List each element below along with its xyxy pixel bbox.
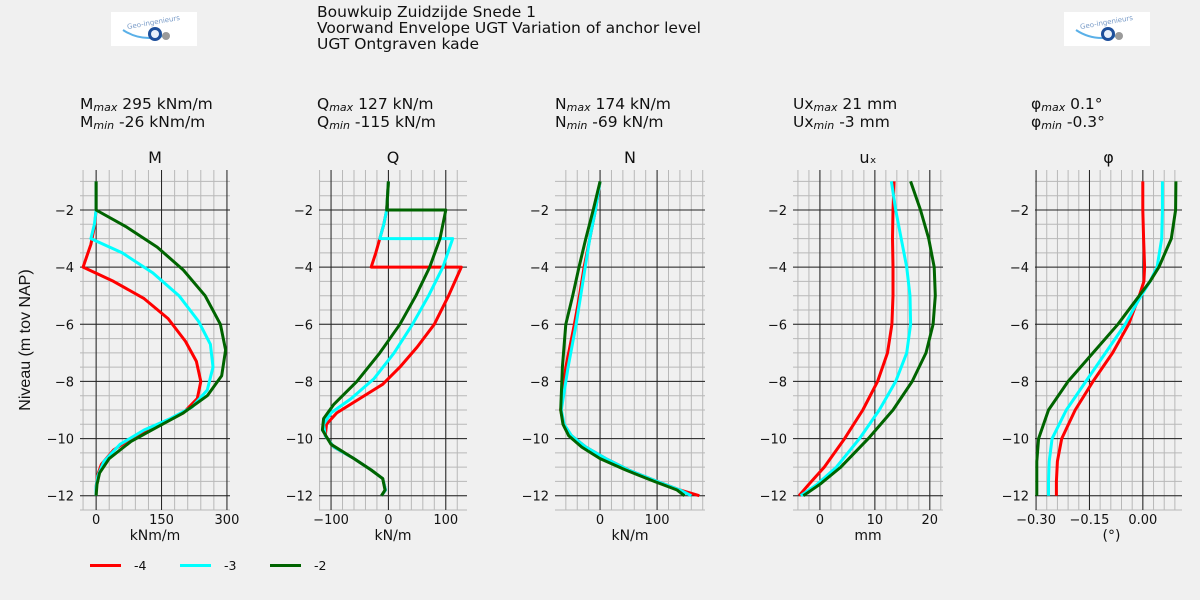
x-axis-label: mm: [854, 528, 881, 544]
y-tick-label: −8: [768, 375, 787, 390]
stats-q: Qmax 127 kN/m Qmin -115 kN/m: [317, 95, 436, 132]
y-tick-label: −2: [1010, 204, 1029, 219]
y-tick-label: −4: [55, 261, 74, 276]
title-line: UGT Ontgraven kade: [317, 35, 480, 53]
stats-m: Mmax 295 kNm/m Mmin -26 kNm/m: [80, 95, 213, 132]
legend-swatch: [180, 564, 211, 567]
series-line--4: [797, 181, 896, 497]
chart-title: φ: [1103, 148, 1114, 167]
y-tick-label: −12: [522, 490, 549, 505]
series-line--3: [1047, 181, 1164, 496]
y-tick-label: −8: [530, 375, 549, 390]
y-tick-label: −8: [294, 375, 313, 390]
x-tick-label: −0.15: [1070, 513, 1110, 528]
series-line--2: [802, 180, 937, 497]
legend-swatch: [270, 564, 301, 567]
stats-ux: Uxmax 21 mm Uxmin -3 mm: [793, 95, 898, 132]
logo-globe-icon: Geo-ingenieurs: [122, 14, 181, 41]
y-tick-label: −12: [760, 490, 787, 505]
y-tick-label: −6: [55, 318, 74, 333]
y-tick-label: −4: [768, 261, 787, 276]
chart-title: M: [148, 148, 162, 167]
x-tick-label: 0: [384, 513, 392, 528]
x-tick-label: 0: [92, 513, 100, 528]
y-tick-label: −10: [47, 433, 74, 448]
y-tick-label: −12: [286, 490, 313, 505]
y-tick-label: −4: [294, 261, 313, 276]
x-axis-label: kN/m: [612, 528, 649, 544]
legend-label: -3: [224, 558, 237, 573]
y-tick-label: −6: [294, 318, 313, 333]
y-tick-label: −10: [760, 433, 787, 448]
legend-item: -2: [270, 558, 360, 573]
legend: -4 -3 -2: [90, 558, 360, 573]
chart-title: uₓ: [859, 148, 876, 167]
series-line--3: [799, 181, 913, 497]
title-line: Bouwkuip Zuidzijde Snede 1: [317, 3, 537, 21]
y-tick-label: −2: [294, 204, 313, 219]
legend-item: -3: [180, 558, 270, 573]
y-tick-label: −10: [1002, 433, 1029, 448]
y-tick-label: −12: [1002, 490, 1029, 505]
series-line--2: [1035, 181, 1178, 496]
y-tick-label: −2: [768, 204, 787, 219]
series-line--2: [320, 181, 448, 497]
x-axis-label: (°): [1103, 528, 1121, 544]
x-axis-label: kNm/m: [130, 528, 181, 544]
y-tick-label: −2: [530, 204, 549, 219]
x-tick-label: 0.00: [1128, 513, 1157, 528]
x-tick-label: 100: [645, 513, 670, 528]
y-tick-label: −12: [47, 490, 74, 505]
chart-title: N: [624, 148, 636, 167]
x-tick-label: 0: [816, 513, 824, 528]
legend-item: -4: [90, 558, 180, 573]
y-tick-label: −4: [1010, 261, 1029, 276]
x-tick-label: −0.30: [1016, 513, 1056, 528]
y-tick-label: −10: [522, 433, 549, 448]
y-tick-label: −8: [55, 375, 74, 390]
series-line--4: [1054, 181, 1147, 496]
x-tick-label: −100: [313, 513, 349, 528]
stats-n: Nmax 174 kN/m Nmin -69 kN/m: [555, 95, 671, 132]
y-tick-label: −8: [1010, 375, 1029, 390]
y-tick-label: −6: [530, 318, 549, 333]
company-logo-right: Geo-ingenieurs: [1064, 12, 1150, 46]
logo-globe-icon: Geo-ingenieurs: [1075, 14, 1134, 41]
x-axis-label: kN/m: [375, 528, 412, 544]
figure-title: Bouwkuip Zuidzijde Snede 1 Voorwand Enve…: [317, 4, 701, 52]
x-tick-label: 20: [922, 513, 939, 528]
company-logo-left: Geo-ingenieurs: [111, 12, 197, 46]
series-line--3: [89, 181, 215, 496]
x-tick-label: 300: [215, 513, 240, 528]
legend-swatch: [90, 564, 121, 567]
y-tick-label: −4: [530, 261, 549, 276]
title-line: Voorwand Envelope UGT Variation of ancho…: [317, 19, 701, 37]
series-line--2: [559, 181, 686, 497]
chart-title: Q: [387, 148, 400, 167]
legend-label: -4: [134, 558, 147, 573]
x-tick-label: 150: [149, 513, 174, 528]
series-line--2: [94, 181, 228, 496]
y-tick-label: −2: [55, 204, 74, 219]
legend-label: -2: [314, 558, 327, 573]
y-tick-label: −10: [286, 433, 313, 448]
x-tick-label: 10: [867, 513, 884, 528]
y-tick-label: −6: [768, 318, 787, 333]
x-tick-label: 0: [596, 513, 604, 528]
stats-phi: φmax 0.1° φmin -0.3°: [1031, 95, 1105, 132]
x-tick-label: 100: [433, 513, 458, 528]
y-tick-label: −6: [1010, 318, 1029, 333]
